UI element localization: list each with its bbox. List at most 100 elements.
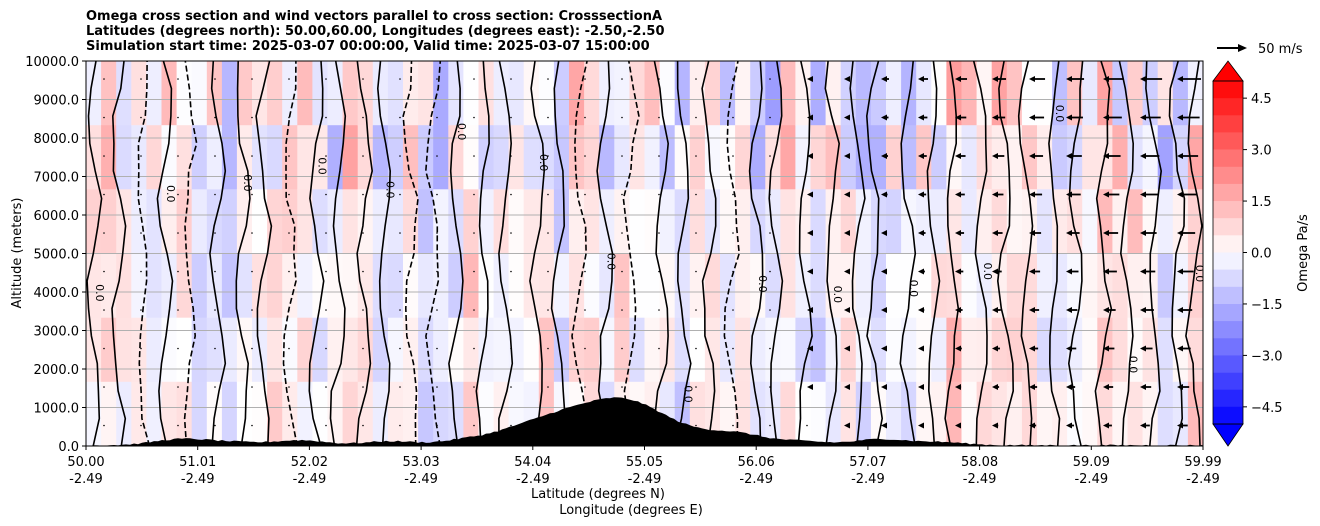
omega-cell: [463, 381, 480, 446]
omega-cell: [946, 381, 963, 446]
omega-cell: [146, 125, 163, 190]
x-tick-label-lon: -2.49: [293, 472, 327, 487]
omega-cell: [765, 61, 781, 126]
omega-cell: [176, 317, 193, 383]
wind-vector-head: [1066, 76, 1072, 82]
colorbar-band: [1213, 235, 1243, 253]
omega-cell: [569, 189, 585, 255]
wind-vector-dot: [732, 270, 734, 273]
omega-cell: [1021, 253, 1038, 319]
wind-vector-dot: [103, 424, 105, 427]
omega-cell: [508, 189, 525, 255]
wind-vector-head: [881, 114, 887, 121]
wind-vector-dot: [658, 347, 660, 350]
wind-vector-dot: [547, 270, 549, 273]
contour-line: [550, 61, 566, 446]
omega-cell: [961, 253, 978, 319]
contour-line: [849, 61, 866, 446]
omega-cell: [1187, 253, 1203, 319]
wind-vector-dot: [510, 78, 512, 80]
wind-vector-dot: [177, 424, 179, 427]
contour-label: 0.0: [831, 286, 844, 304]
wind-vector-head: [1103, 307, 1109, 313]
omega-cell: [614, 317, 630, 383]
omega-cell: [644, 317, 661, 383]
wind-vector-dot: [288, 116, 290, 119]
x-tick-label-lat: 57.07: [849, 455, 886, 470]
wind-vector-head: [918, 191, 924, 198]
omega-cell: [312, 61, 329, 126]
omega-cell: [780, 189, 797, 255]
omega-cell: [478, 317, 495, 383]
x-tick-label-lat: 52.02: [291, 455, 328, 470]
wind-vector-head: [881, 76, 887, 82]
wind-vector-dot: [399, 155, 401, 157]
omega-cell: [961, 317, 978, 383]
wind-vector-dot: [103, 78, 105, 80]
contour-label: 0.0: [604, 253, 617, 271]
omega-cell: [825, 125, 842, 190]
wind-vector-head: [1029, 384, 1035, 390]
x-tick-label-lon: -2.49: [516, 472, 550, 487]
wind-vector-head: [1177, 345, 1183, 352]
chart-subtitle-coords: Latitudes (degrees north): 50.00,60.00, …: [86, 24, 665, 39]
omega-cell: [1082, 125, 1098, 190]
omega-cell: [840, 189, 857, 255]
omega-cell: [176, 125, 193, 190]
wind-vector-dot: [769, 270, 771, 273]
wind-vector-head: [1177, 230, 1183, 236]
wind-vector-head: [881, 191, 887, 198]
wind-vector-head: [844, 114, 850, 121]
omega-cell: [1157, 253, 1174, 319]
omega-cell: [312, 317, 329, 383]
omega-cell: [131, 381, 147, 446]
wind-vector-dot: [177, 270, 179, 273]
wind-vector-dot: [177, 386, 179, 388]
wind-vector-dot: [140, 270, 142, 273]
wind-vector-dot: [140, 193, 142, 196]
wind-vector-dot: [547, 309, 549, 311]
omega-cell: [810, 381, 827, 446]
wind-vector-head: [881, 422, 887, 429]
wind-vector-dot: [251, 116, 253, 119]
wind-vector-dot: [584, 270, 586, 273]
vector-key-label: 50 m/s: [1258, 42, 1303, 57]
wind-vector-head: [1103, 191, 1109, 198]
omega-cell: [991, 381, 1008, 446]
contour-label: 0.0: [241, 174, 254, 192]
omega-cell: [704, 61, 721, 126]
omega-cell: [599, 253, 615, 319]
contour-line: [899, 61, 917, 446]
wind-vector-head: [918, 307, 924, 313]
omega-cell: [403, 189, 419, 255]
omega-cell: [1052, 317, 1068, 383]
omega-cell: [569, 317, 585, 383]
omega-cell: [629, 61, 646, 126]
wind-vector-dot: [658, 116, 660, 119]
wind-vector-head: [881, 345, 887, 352]
omega-cell: [569, 61, 585, 126]
contour-line: [282, 61, 298, 446]
omega-cell: [191, 253, 208, 319]
wind-vector-dot: [732, 309, 734, 311]
omega-cell: [372, 317, 389, 383]
wind-vector-dot: [621, 347, 623, 350]
omega-cell: [478, 189, 495, 255]
wind-vector-dot: [769, 232, 771, 234]
wind-vector-dot: [732, 155, 734, 157]
omega-cell: [991, 189, 1008, 255]
wind-vector-head: [1140, 114, 1146, 121]
omega-cell: [795, 61, 812, 126]
omega-cell: [976, 125, 993, 190]
omega-cell: [433, 381, 449, 446]
omega-cell: [886, 253, 902, 319]
omega-cell: [780, 317, 797, 383]
wind-vector-head: [1103, 384, 1109, 390]
omega-cell: [221, 317, 238, 383]
wind-vector-head: [881, 384, 887, 390]
omega-cell: [1187, 381, 1203, 446]
omega-cell: [418, 189, 434, 255]
wind-vector-dot: [732, 386, 734, 388]
omega-cell: [855, 61, 872, 126]
